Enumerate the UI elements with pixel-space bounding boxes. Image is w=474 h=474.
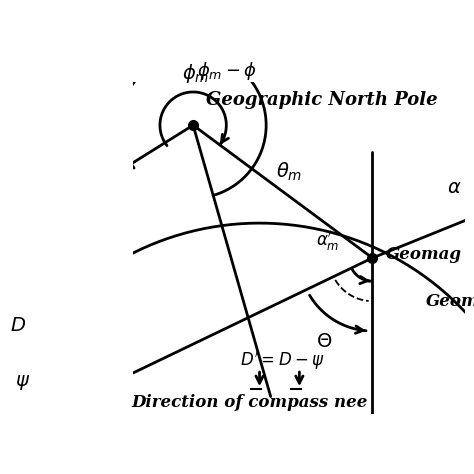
Text: $\phi_m - \phi$: $\phi_m - \phi$	[197, 60, 256, 82]
Text: $\psi$: $\psi$	[15, 373, 30, 392]
Text: $D$: $D$	[10, 318, 27, 336]
Text: $\alpha$: $\alpha$	[447, 179, 462, 197]
Text: $\Theta$: $\Theta$	[316, 333, 332, 351]
Text: $D' = D - \psi$: $D' = D - \psi$	[240, 349, 325, 373]
Text: Geomag: Geomag	[386, 246, 462, 263]
Text: $\alpha_m'$: $\alpha_m'$	[316, 229, 339, 254]
Text: Geom: Geom	[426, 292, 474, 310]
Text: Geographic North Pole: Geographic North Pole	[206, 91, 438, 109]
Text: Direction of compass nee: Direction of compass nee	[131, 394, 368, 410]
Text: $\theta_m$: $\theta_m$	[276, 161, 302, 183]
Text: $\phi_m$: $\phi_m$	[182, 62, 209, 85]
